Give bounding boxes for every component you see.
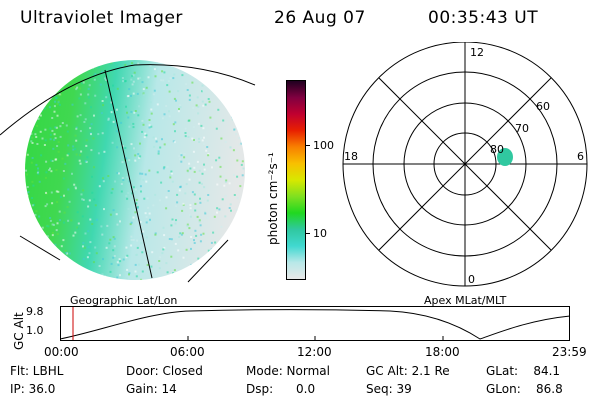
instrument-title: Ultraviolet Imager — [20, 8, 183, 28]
apex-label: Apex MLat/MLT — [424, 294, 507, 307]
info-seq: Seq: 39 — [366, 382, 412, 396]
info-gc-alt: GC Alt: 2.1 Re — [366, 364, 450, 378]
mlt-label-0: 0 — [468, 273, 475, 286]
time-tick-0600: 06:00 — [170, 345, 205, 359]
latitude-line-top — [0, 64, 256, 136]
info-filter: Flt: LBHL — [10, 364, 64, 378]
time-tick-2359: 23:59 — [552, 345, 587, 359]
colorbar-scale — [286, 80, 306, 280]
disk-emission — [25, 60, 245, 280]
image-time: 00:35:43 UT — [428, 8, 539, 28]
latitude-line-left — [19, 235, 61, 261]
altitude-ylabel: GC Alt — [12, 312, 26, 350]
colorbar-tick-10: 10 — [313, 227, 327, 240]
info-mode: Mode: Normal — [246, 364, 330, 378]
longitude-line — [104, 69, 153, 279]
colorbar-tick-100: 100 — [313, 139, 334, 152]
polar-mlt-plot: 12 18 6 0 60 70 80 — [342, 42, 588, 287]
mlt-label-18: 18 — [344, 150, 358, 163]
aurora-blob — [497, 148, 513, 166]
uv-disk-image — [0, 60, 256, 283]
colorbar-unit-label: photon cm⁻²s⁻¹ — [266, 152, 280, 245]
lat-label-70: 70 — [515, 122, 529, 135]
latitude-line-right — [187, 239, 229, 283]
time-tick-1200: 12:00 — [297, 345, 332, 359]
mlt-label-12: 12 — [470, 46, 484, 59]
altitude-ytick-bottom: 1.0 — [26, 324, 44, 337]
info-glon: GLon: 86.8 — [486, 382, 563, 396]
info-ip: IP: 36.0 — [10, 382, 56, 396]
image-date: 26 Aug 07 — [274, 8, 366, 28]
info-gain: Gain: 14 — [126, 382, 177, 396]
mlt-label-6: 6 — [577, 150, 584, 163]
altitude-curve — [60, 309, 571, 340]
altitude-chart — [60, 306, 571, 341]
lat-label-80: 80 — [490, 143, 504, 156]
time-tick-0000: 00:00 — [44, 345, 79, 359]
info-glat: GLat: 84.1 — [486, 364, 561, 378]
time-tick-1800: 18:00 — [425, 345, 460, 359]
altitude-ytick-top: 9.8 — [26, 305, 44, 318]
info-dsp: Dsp: 0.0 — [246, 382, 316, 396]
geographic-label: Geographic Lat/Lon — [70, 294, 178, 307]
info-door: Door: Closed — [126, 364, 203, 378]
lat-label-60: 60 — [536, 100, 550, 113]
